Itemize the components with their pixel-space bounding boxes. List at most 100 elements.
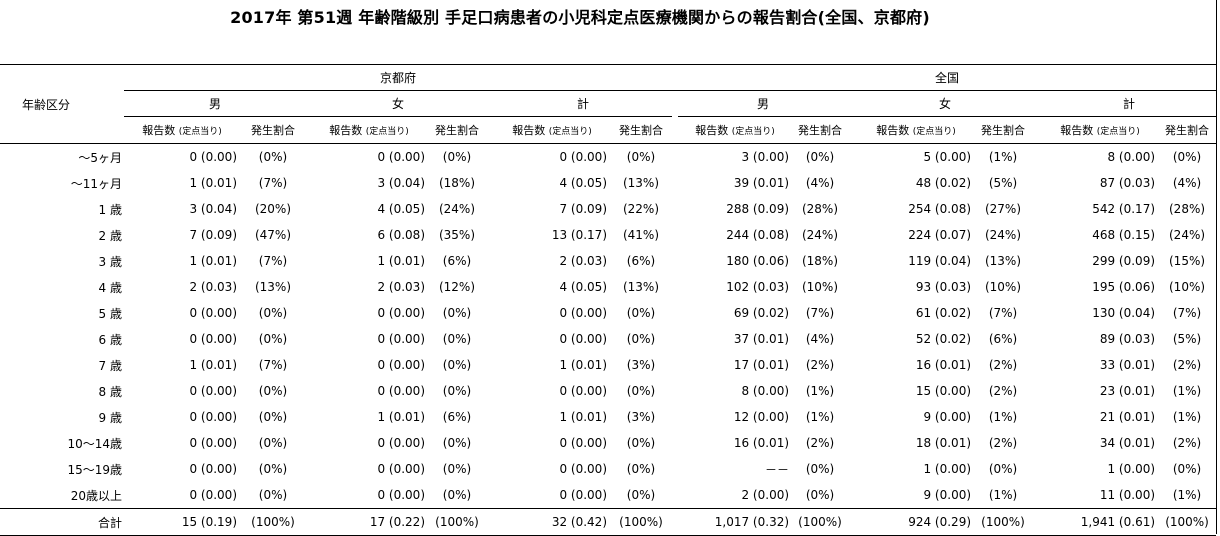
incidence-rate-cell: (13%) xyxy=(254,280,292,294)
column-gap xyxy=(848,404,858,430)
report-count-cell: 4 (0.05) xyxy=(559,280,607,294)
report-count-cell: 11 (0.00) xyxy=(1099,488,1156,502)
column-gap xyxy=(848,116,859,144)
incidence-rate-cell: (12%) xyxy=(438,280,476,294)
incidence-rate-cell: (13%) xyxy=(622,280,660,294)
column-gap xyxy=(848,222,858,248)
incidence-rate-cell: (5%) xyxy=(988,176,1018,190)
col-header-report-label: 報告数 xyxy=(329,124,363,137)
sex-header-female: 女 xyxy=(858,90,1033,117)
table-row: 7 歳 1 (0.01) (7%) 0 (0.00) (0%) 1 (0.01) (3%) 1… xyxy=(0,352,1216,378)
incidence-rate-cell: (24%) xyxy=(984,228,1022,242)
age-category-header: 年齢区分 xyxy=(0,64,124,144)
column-gap xyxy=(848,143,859,170)
region-header-national: 全国 xyxy=(678,64,1217,91)
report-count-cell: 0 (0.00) xyxy=(377,488,425,502)
age-category-cell: 9 歳 xyxy=(98,410,122,425)
column-gap xyxy=(486,508,494,536)
report-count-cell: 3 (0.04) xyxy=(189,202,237,216)
incidence-rate-cell: (0%) xyxy=(442,436,472,450)
incidence-rate-cell: (10%) xyxy=(801,280,839,294)
report-count-cell: 34 (0.01) xyxy=(1099,436,1156,450)
incidence-rate-cell: (1%) xyxy=(805,384,835,398)
incidence-rate-cell: (1%) xyxy=(988,410,1018,424)
incidence-rate-cell: (1%) xyxy=(805,410,835,424)
incidence-rate-cell: (2%) xyxy=(1172,358,1202,372)
incidence-rate-cell: (47%) xyxy=(254,228,292,242)
report-count-cell: 0 (0.00) xyxy=(377,306,425,320)
column-gap xyxy=(486,404,494,430)
incidence-rate-cell: (100%) xyxy=(1158,508,1217,536)
incidence-rate-cell: (7%) xyxy=(805,306,835,320)
incidence-rate-cell: (2%) xyxy=(1172,436,1202,450)
table-row: 2 歳 7 (0.09) (47%) 6 (0.08) (35%) 13 (0.17) (4… xyxy=(0,222,1216,248)
col-header-per-sentinel-label: (定点当り) xyxy=(178,127,222,137)
col-header-incidence-rate: 発生割合 xyxy=(1158,116,1217,144)
column-gap xyxy=(486,143,494,170)
column-gap xyxy=(486,248,494,274)
column-gap xyxy=(486,352,494,378)
column-gap xyxy=(1032,456,1042,482)
report-count-cell: 16 (0.01) xyxy=(915,358,972,372)
report-count-cell: 0 (0.00) xyxy=(377,358,425,372)
report-count-cell: 23 (0.01) xyxy=(1099,384,1156,398)
report-table: 年齢区分 京都府 全国 男 女 計 男 女 計 報告数 (定点当り) 発生割合 報告… xyxy=(0,64,1217,536)
incidence-rate-cell: (18%) xyxy=(438,176,476,190)
incidence-rate-cell: (0%) xyxy=(442,384,472,398)
report-count-cell: 1,017 (0.32) xyxy=(678,508,793,536)
report-count-cell: 9 (0.00) xyxy=(923,488,972,502)
incidence-rate-cell: (0%) xyxy=(258,384,288,398)
report-count-cell: 15 (0.19) xyxy=(124,508,240,536)
incidence-rate-cell: (13%) xyxy=(622,176,660,190)
incidence-rate-cell: (3%) xyxy=(626,410,656,424)
incidence-rate-cell: (28%) xyxy=(801,202,839,216)
incidence-rate-cell: (2%) xyxy=(988,358,1018,372)
column-gap xyxy=(1032,116,1043,144)
column-gap xyxy=(486,196,494,222)
incidence-rate-cell: (24%) xyxy=(801,228,839,242)
incidence-rate-cell: (1%) xyxy=(1172,410,1202,424)
age-category-cell: 10～14歳 xyxy=(67,436,122,451)
report-count-cell: 0 (0.00) xyxy=(124,143,240,170)
report-count-cell: 468 (0.15) xyxy=(1092,228,1156,242)
report-count-cell: 0 (0.00) xyxy=(559,436,607,450)
age-category-cell: ～5ヶ月 xyxy=(0,143,124,170)
incidence-rate-cell: (4%) xyxy=(805,176,835,190)
incidence-rate-cell: (10%) xyxy=(984,280,1022,294)
column-gap xyxy=(848,326,858,352)
incidence-rate-cell: (1%) xyxy=(974,143,1033,170)
report-count-cell: 130 (0.04) xyxy=(1092,306,1156,320)
report-count-cell: 17 (0.01) xyxy=(733,358,790,372)
incidence-rate-cell: (100%) xyxy=(792,508,849,536)
table-row: 1 歳 3 (0.04) (20%) 4 (0.05) (24%) 7 (0.09) (22… xyxy=(0,196,1216,222)
report-count-cell: 0 (0.00) xyxy=(189,436,237,450)
report-count-cell: 0 (0.00) xyxy=(377,332,425,346)
incidence-rate-cell: (0%) xyxy=(626,462,656,476)
incidence-rate-cell: (0%) xyxy=(442,332,472,346)
incidence-rate-cell: (35%) xyxy=(438,228,476,242)
incidence-rate-cell: (100%) xyxy=(240,508,306,536)
table-row: 3 歳 1 (0.01) (7%) 1 (0.01) (6%) 2 (0.03) (6%) 1… xyxy=(0,248,1216,274)
sex-header-total: 計 xyxy=(1042,90,1217,117)
incidence-rate-cell: (0%) xyxy=(626,384,656,398)
incidence-rate-cell: (0%) xyxy=(626,306,656,320)
column-gap xyxy=(1032,508,1043,536)
report-count-cell: 4 (0.05) xyxy=(559,176,607,190)
report-count-cell: 0 (0.00) xyxy=(189,488,237,502)
report-count-cell: 48 (0.02) xyxy=(915,176,972,190)
report-count-cell: 0 (0.00) xyxy=(559,488,607,502)
col-header-report-label: 報告数 xyxy=(142,124,176,137)
incidence-rate-cell: (2%) xyxy=(805,358,835,372)
column-gap xyxy=(848,300,858,326)
right-border xyxy=(1216,0,1217,534)
incidence-rate-cell: (0%) xyxy=(258,410,288,424)
table-row: 5 歳 0 (0.00) (0%) 0 (0.00) (0%) 0 (0.00) (0%) 6… xyxy=(0,300,1216,326)
incidence-rate-cell: (0%) xyxy=(626,436,656,450)
column-gap xyxy=(1032,222,1042,248)
column-gap xyxy=(672,143,679,170)
incidence-rate-cell: (20%) xyxy=(254,202,292,216)
table-row: 15～19歳 0 (0.00) (0%) 0 (0.00) (0%) 0 (0.00) (0… xyxy=(0,456,1216,482)
incidence-rate-cell: (6%) xyxy=(988,332,1018,346)
column-gap xyxy=(486,430,494,456)
report-count-cell: 0 (0.00) xyxy=(559,384,607,398)
